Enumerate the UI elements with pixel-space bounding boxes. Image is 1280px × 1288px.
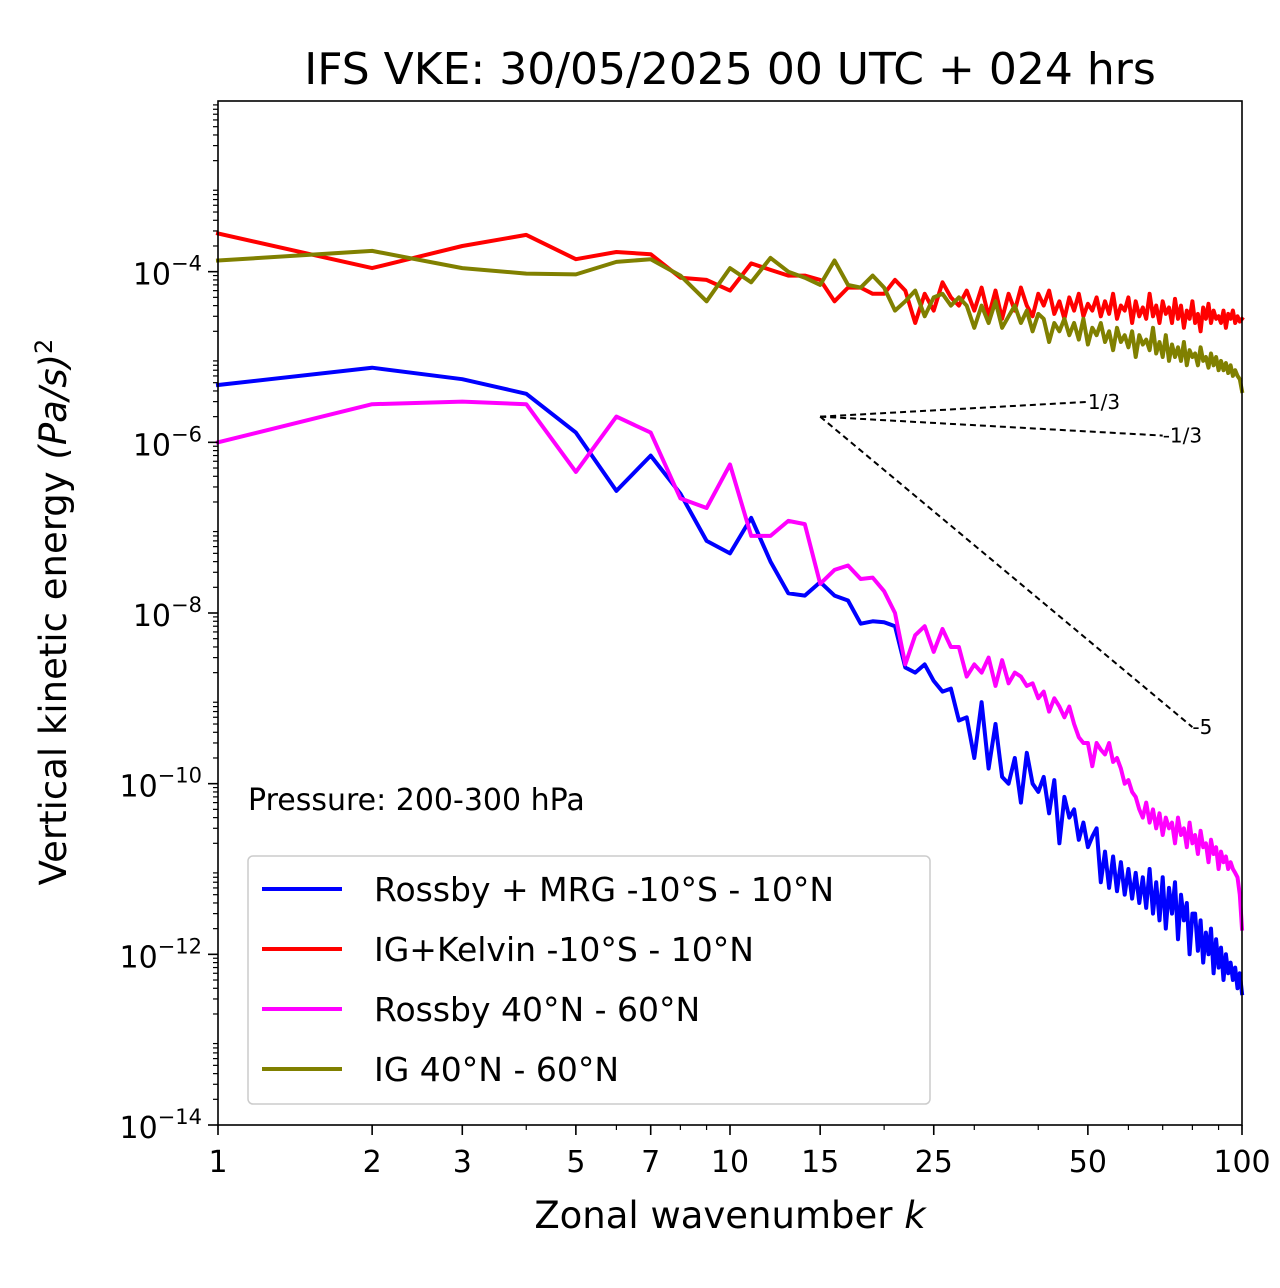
series-group (215, 231, 1245, 996)
x-tick-label: 10 (711, 1145, 749, 1180)
x-tick-label: 15 (801, 1145, 839, 1180)
x-tick-label: 25 (915, 1145, 953, 1180)
x-axis-ticks: 1 2 3 5 7 10 15 25 50 100 (208, 1125, 1271, 1180)
slope-line-2 (820, 415, 1163, 437)
y-axis-label: Vertical kinetic energy (Pa/s)2 (30, 339, 75, 886)
y-tick-label: 10−12 (119, 934, 202, 975)
slope-line-1 (820, 400, 1088, 418)
y-axis-ticks: 10−4 10−6 10−8 10−10 10−12 10−14 (119, 104, 218, 1146)
y-tick-label: 10−8 (133, 593, 202, 634)
slope-lines: 1/3 -1/3 -5 (819, 390, 1212, 739)
x-tick-label: 1 (208, 1145, 227, 1180)
legend-box (247, 855, 931, 1105)
slope-label-2: -1/3 (1163, 424, 1202, 448)
y-tick-label: 10−10 (119, 764, 202, 805)
legend-label-3: Rossby 40°N - 60°N (374, 990, 700, 1029)
y-axis-label-unit-exponent: 2 (30, 339, 58, 354)
x-axis-label-var: k (904, 1194, 927, 1237)
x-tick-label: 5 (566, 1145, 585, 1180)
legend: Rossby + MRG -10°S - 10°N IG+Kelvin -10°S… (247, 855, 931, 1105)
x-axis-label: Zonal wavenumber k (534, 1194, 927, 1237)
series-line-4-ig-40-n-60-n (215, 248, 1245, 394)
y-axis-label-unit: (Pa/s) (32, 354, 75, 460)
x-tick-label: 50 (1069, 1145, 1107, 1180)
legend-label-4: IG 40°N - 60°N (374, 1050, 619, 1089)
x-tick-label: 2 (363, 1145, 382, 1180)
y-axis-label-text: Vertical kinetic energy (32, 471, 75, 885)
slope-label-3: -5 (1192, 715, 1212, 739)
y-tick-label: 10−14 (119, 1105, 202, 1146)
x-tick-label: 7 (641, 1145, 660, 1180)
slope-line-3 (819, 415, 1194, 728)
y-tick-label: 10−6 (133, 422, 202, 463)
y-tick-label: 10−4 (133, 252, 202, 293)
legend-label-2: IG+Kelvin -10°S - 10°N (374, 930, 754, 969)
x-axis-label-text: Zonal wavenumber (534, 1194, 893, 1237)
pressure-annotation: Pressure: 200-300 hPa (248, 783, 585, 818)
x-tick-label: 100 (1213, 1145, 1270, 1180)
chart-title: IFS VKE: 30/05/2025 00 UTC + 024 hrs (304, 44, 1156, 95)
slope-label-1: 1/3 (1088, 390, 1120, 414)
series-line-3-rossby-40-n-60-n (215, 399, 1245, 931)
legend-label-1: Rossby + MRG -10°S - 10°N (374, 870, 834, 909)
series-line-1-rossby-mrg-10-s-10-n (215, 365, 1245, 996)
x-tick-label: 3 (453, 1145, 472, 1180)
